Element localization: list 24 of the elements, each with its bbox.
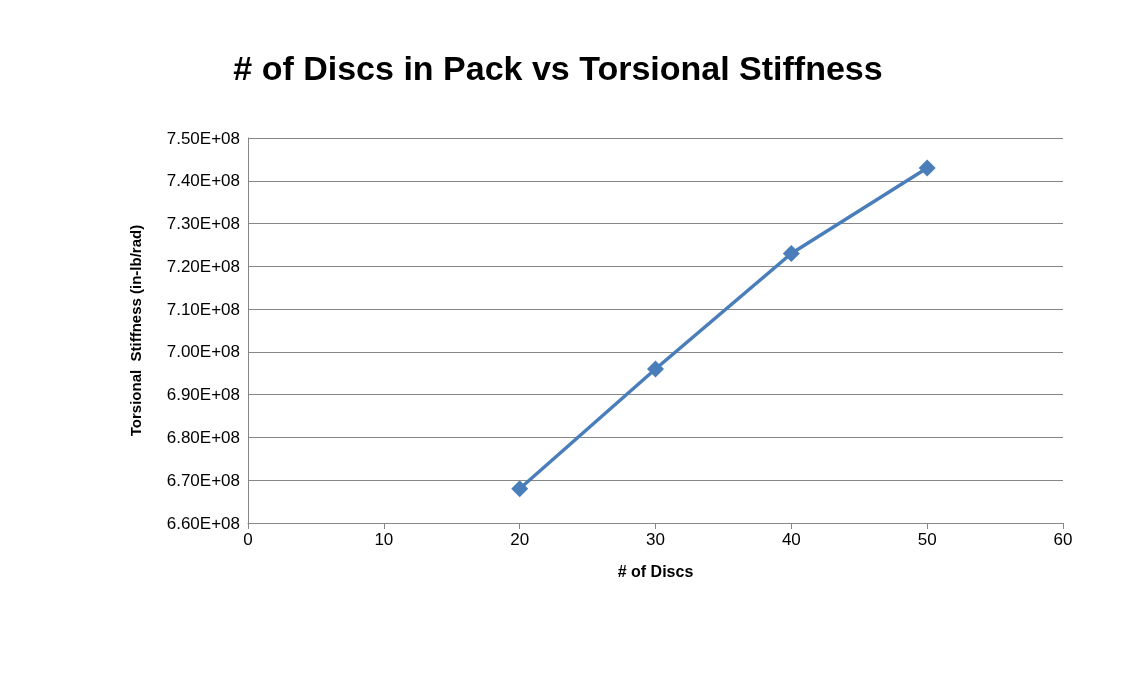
- x-axis-title: # of Discs: [617, 562, 694, 580]
- x-tick-label: 0: [243, 530, 253, 549]
- y-tick-label: 7.10E+08: [166, 299, 240, 319]
- x-tick-label: 40: [781, 530, 801, 549]
- y-tick-label: 7.20E+08: [166, 256, 240, 276]
- point: [918, 159, 936, 177]
- y-tick-label: 6.60E+08: [166, 513, 240, 533]
- y-tick-label: 7.30E+08: [166, 214, 240, 234]
- y-tick-label: 6.80E+08: [166, 427, 240, 447]
- x-tick-label: 30: [646, 530, 665, 549]
- x-tick-label: 10: [374, 530, 394, 549]
- chart-title: # of Discs in Pack vs Torsional Stiffness: [233, 49, 883, 87]
- point: [511, 480, 529, 498]
- point: [782, 245, 800, 262]
- x-tick-label: 60: [1053, 530, 1073, 549]
- y-axis-title: Torsional Stiffness (in-lb/rad): [127, 224, 144, 437]
- y-tick-label: 6.70E+08: [166, 470, 240, 490]
- point: [647, 360, 664, 378]
- y-tick-label: 7.00E+08: [166, 342, 240, 362]
- y-tick-label: 6.90E+08: [166, 385, 240, 405]
- y-tick-label: 7.40E+08: [166, 171, 240, 191]
- x-tick-label: 50: [917, 530, 937, 549]
- y-tick-label: 7.50E+08: [166, 128, 240, 148]
- x-tick-label: 20: [510, 530, 530, 549]
